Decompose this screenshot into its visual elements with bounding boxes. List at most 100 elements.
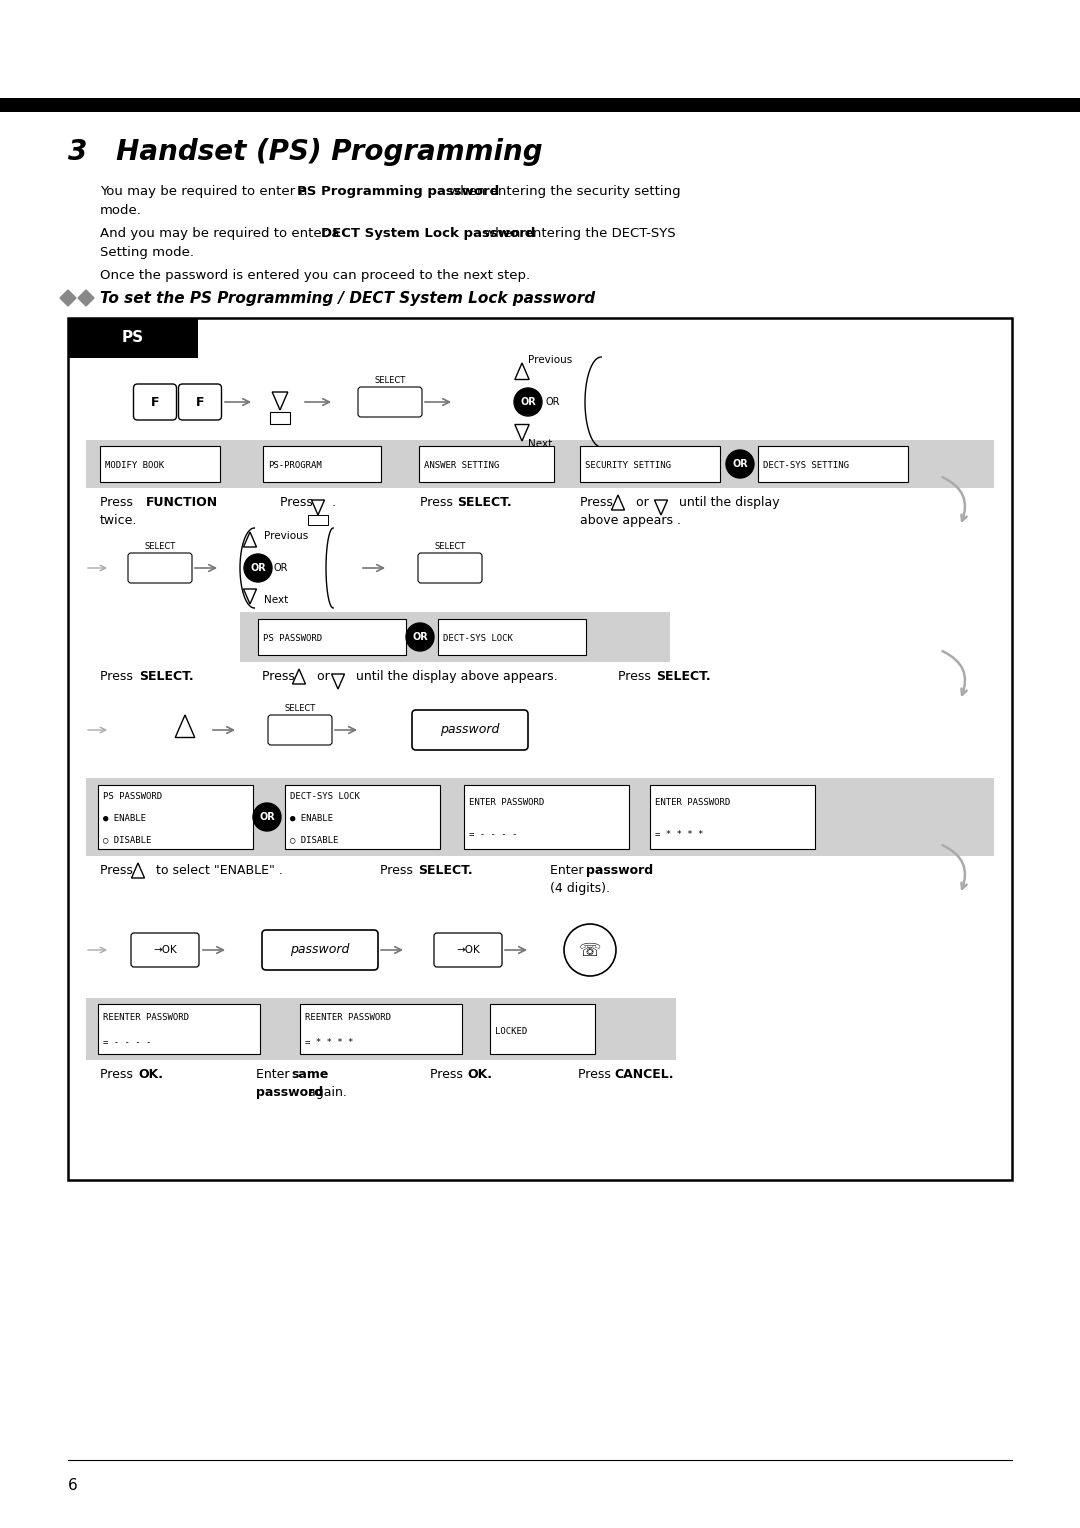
Text: Press: Press — [618, 669, 654, 683]
Text: = - - - -: = - - - - — [103, 1038, 151, 1047]
Bar — [68, 318, 198, 358]
Text: OR: OR — [546, 397, 561, 406]
Text: ENTER PASSWORD: ENTER PASSWORD — [654, 798, 730, 807]
Text: password: password — [441, 723, 500, 736]
Text: (4 digits).: (4 digits). — [550, 882, 610, 895]
Bar — [285, 785, 440, 850]
Text: 3   Handset (PS) Programming: 3 Handset (PS) Programming — [68, 138, 542, 167]
Text: REENTER PASSWORD: REENTER PASSWORD — [305, 1013, 391, 1022]
Text: DECT-SYS SETTING: DECT-SYS SETTING — [762, 461, 849, 471]
Text: .: . — [332, 497, 336, 509]
Text: Press: Press — [100, 497, 137, 509]
Polygon shape — [175, 715, 194, 738]
Text: Once the password is entered you can proceed to the next step.: Once the password is entered you can pro… — [100, 269, 530, 283]
Bar — [650, 785, 815, 850]
Text: password: password — [586, 863, 653, 877]
Text: Press: Press — [262, 669, 299, 683]
Text: OR: OR — [521, 397, 536, 406]
Bar — [758, 446, 908, 481]
Polygon shape — [611, 495, 624, 510]
Text: Press: Press — [580, 497, 617, 509]
Text: or: or — [632, 497, 652, 509]
Text: DECT-SYS LOCK: DECT-SYS LOCK — [291, 792, 360, 801]
Bar — [464, 785, 629, 850]
Circle shape — [244, 555, 272, 582]
Text: PS Programming password: PS Programming password — [297, 185, 499, 199]
Text: ○ DISABLE: ○ DISABLE — [291, 834, 338, 843]
Text: password: password — [256, 1086, 323, 1099]
Polygon shape — [293, 669, 306, 685]
Text: OR: OR — [413, 633, 428, 642]
Text: SELECT: SELECT — [284, 704, 315, 714]
FancyBboxPatch shape — [178, 384, 221, 420]
Text: SELECT: SELECT — [434, 542, 465, 552]
Text: ● ENABLE: ● ENABLE — [103, 813, 146, 822]
Polygon shape — [243, 532, 257, 547]
Text: FUNCTION: FUNCTION — [146, 497, 218, 509]
Text: OR: OR — [732, 458, 747, 469]
Text: OK.: OK. — [138, 1068, 163, 1080]
Text: or: or — [313, 669, 334, 683]
Bar — [86, 778, 994, 856]
Text: Next: Next — [528, 439, 552, 449]
Text: above appears .: above appears . — [580, 513, 681, 527]
Text: when entering the DECT-SYS: when entering the DECT-SYS — [480, 228, 676, 240]
Polygon shape — [132, 863, 145, 879]
Text: to select "ENABLE" .: to select "ENABLE" . — [152, 863, 283, 877]
Bar — [264, 446, 381, 481]
Bar — [100, 446, 220, 481]
Text: You may be required to enter a: You may be required to enter a — [100, 185, 312, 199]
Text: SELECT.: SELECT. — [418, 863, 473, 877]
Text: →OK: →OK — [153, 944, 177, 955]
Bar — [98, 1004, 260, 1054]
Bar — [300, 1004, 462, 1054]
Text: SELECT.: SELECT. — [457, 497, 512, 509]
Bar — [258, 619, 406, 656]
Polygon shape — [243, 588, 257, 604]
Text: MODIFY BOOK: MODIFY BOOK — [105, 461, 164, 471]
Text: Press: Press — [380, 863, 417, 877]
Text: PS PASSWORD: PS PASSWORD — [103, 792, 162, 801]
Polygon shape — [311, 500, 324, 515]
Bar — [419, 446, 554, 481]
FancyBboxPatch shape — [434, 934, 502, 967]
Text: To set the PS Programming / DECT System Lock password: To set the PS Programming / DECT System … — [100, 290, 595, 306]
FancyBboxPatch shape — [262, 931, 378, 970]
Bar — [240, 613, 670, 662]
Bar — [438, 619, 586, 656]
Text: mode.: mode. — [100, 205, 141, 217]
Text: Enter: Enter — [550, 863, 588, 877]
Text: SELECT.: SELECT. — [139, 669, 193, 683]
Text: SECURITY SETTING: SECURITY SETTING — [585, 461, 671, 471]
Text: Previous: Previous — [528, 354, 572, 365]
Text: same: same — [291, 1068, 328, 1080]
Text: = * * * *: = * * * * — [654, 830, 703, 839]
Text: →OK: →OK — [456, 944, 480, 955]
Text: Setting mode.: Setting mode. — [100, 246, 194, 260]
Text: until the display: until the display — [675, 497, 780, 509]
Text: when entering the security setting: when entering the security setting — [445, 185, 680, 199]
Bar — [308, 515, 328, 526]
Text: Next: Next — [264, 594, 288, 605]
Circle shape — [564, 924, 616, 976]
Text: Press: Press — [420, 497, 457, 509]
Circle shape — [726, 451, 754, 478]
Bar — [86, 998, 676, 1060]
Text: = - - - -: = - - - - — [469, 830, 517, 839]
Text: again.: again. — [303, 1086, 347, 1099]
FancyBboxPatch shape — [268, 715, 332, 746]
Circle shape — [253, 804, 281, 831]
Text: ● ENABLE: ● ENABLE — [291, 813, 333, 822]
Text: SELECT: SELECT — [145, 542, 176, 552]
Text: OR: OR — [259, 811, 275, 822]
Text: OR: OR — [274, 562, 288, 573]
Text: Press: Press — [100, 669, 137, 683]
Text: LOCKED: LOCKED — [495, 1027, 527, 1036]
Text: F: F — [151, 396, 159, 408]
Text: OR: OR — [251, 562, 266, 573]
Text: DECT-SYS LOCK: DECT-SYS LOCK — [443, 634, 513, 643]
Text: ANSWER SETTING: ANSWER SETTING — [424, 461, 499, 471]
Text: = * * * *: = * * * * — [305, 1038, 353, 1047]
Bar — [98, 785, 253, 850]
FancyBboxPatch shape — [411, 711, 528, 750]
